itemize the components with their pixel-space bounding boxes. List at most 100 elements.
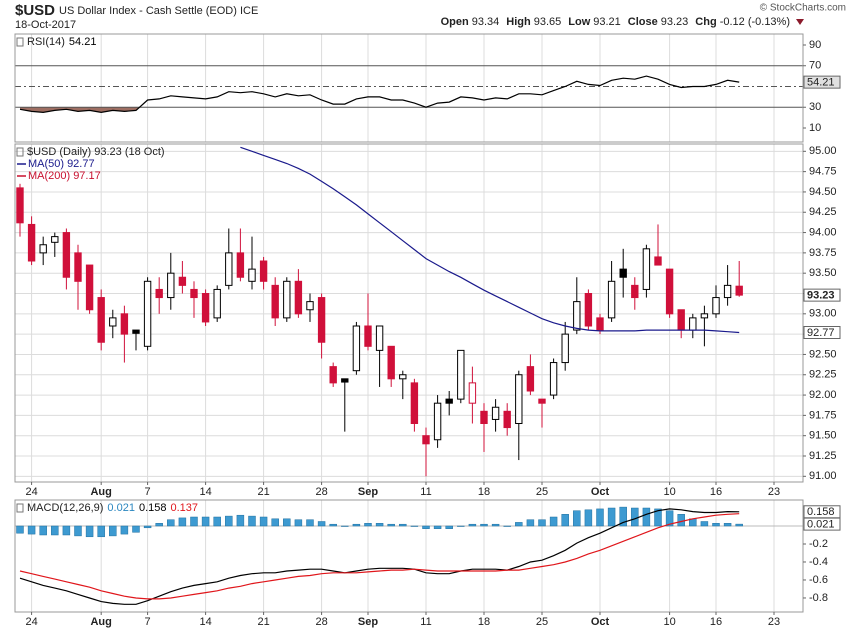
candle-body (480, 410, 488, 424)
histogram-bar (654, 508, 662, 527)
x-tick-label: 14 (199, 616, 211, 628)
x-tick-label: 23 (768, 616, 780, 628)
candle-body (201, 293, 210, 323)
histogram-bar (445, 525, 453, 529)
legend-value: 0.021 (107, 502, 135, 514)
candle-body (167, 272, 175, 299)
y-tick-label: 94.25 (809, 206, 837, 218)
x-tick-label: 7 (145, 616, 151, 628)
y-tick-label: 92.00 (809, 389, 837, 401)
histogram-bar (213, 516, 221, 527)
candle-body (236, 252, 245, 278)
candle-body (74, 252, 82, 282)
y-tick-label: 91.50 (809, 430, 837, 442)
candle-body (515, 374, 523, 424)
legend-value: 0.158 (139, 502, 167, 514)
legend-value: 97.17 (73, 170, 101, 182)
x-tick-label: 18 (478, 616, 490, 628)
candle-body (561, 333, 569, 364)
x-tick-label: 7 (145, 486, 151, 498)
histogram-bar (607, 507, 616, 527)
histogram-bar (480, 523, 488, 527)
histogram-bar (294, 519, 303, 527)
candle-body (294, 280, 303, 315)
histogram-bar (155, 523, 163, 527)
x-tick-label: 25 (536, 486, 548, 498)
value-badge-label: 92.77 (807, 327, 835, 339)
legend-value: 0.137 (170, 502, 198, 514)
series-line (19, 508, 740, 605)
x-tick-label: Aug (90, 486, 111, 498)
histogram-bar (51, 525, 59, 536)
date: 18-Oct-2017 (15, 19, 76, 31)
candle-body (51, 236, 59, 243)
source: © StockCharts.com (760, 3, 846, 14)
candle-body (549, 362, 558, 396)
candle-body (306, 301, 314, 311)
value-badge (803, 505, 841, 519)
quote-label: Low (568, 16, 590, 28)
panel (15, 500, 803, 612)
histogram-bar (85, 525, 94, 538)
candle-body (85, 264, 94, 311)
quote: Open 93.34 High 93.65 Low 93.21 Close 93.23 Chg -… (441, 16, 790, 28)
candle-body (120, 313, 129, 335)
quote-value: -0.12 (-0.13%) (720, 16, 790, 28)
histogram-bar (631, 507, 639, 527)
candle-body (457, 349, 465, 400)
candle-body (468, 382, 477, 404)
histogram-bar (109, 525, 117, 537)
value-badge (803, 326, 841, 339)
candle-body (422, 435, 430, 445)
quote-label: Open (441, 16, 469, 28)
histogram-bar (27, 525, 36, 535)
histogram-bar (329, 523, 337, 527)
candle-body (654, 256, 662, 266)
symbol-line: $USD US Dollar Index - Cash Settle (EOD) … (15, 2, 258, 19)
legend-icon (16, 503, 24, 513)
panel (15, 144, 803, 482)
candle-body (503, 410, 511, 429)
histogram-bar (236, 514, 245, 527)
quote-value: 93.65 (534, 16, 562, 28)
legend: MA(50) 92.77 (28, 158, 95, 170)
candle-body (213, 288, 221, 319)
x-tick-label: 11 (420, 486, 431, 498)
candle-body (259, 260, 268, 282)
candle-body (27, 223, 36, 262)
histogram-bar (39, 525, 47, 536)
histogram-bar (167, 519, 175, 527)
histogram-bar (201, 516, 210, 527)
histogram-bar (491, 523, 500, 527)
panel (15, 34, 803, 142)
histogram-bar (143, 525, 152, 529)
candle-body (375, 325, 384, 351)
candle-body (677, 309, 685, 331)
candle-body (399, 374, 407, 380)
histogram-bar (573, 510, 581, 527)
oversold-fill (19, 107, 740, 113)
histogram-bar (468, 523, 477, 527)
y-tick-label: 30 (809, 101, 821, 113)
x-tick-label: 28 (315, 616, 327, 628)
candle-body (723, 284, 732, 299)
legend-icon (16, 37, 24, 47)
candle-body (178, 276, 187, 286)
histogram-bar (712, 523, 720, 527)
histogram-bar (178, 517, 187, 527)
quote-label: Close (628, 16, 658, 28)
x-tick-label: 21 (257, 486, 269, 498)
candle-body (109, 317, 117, 327)
y-tick-label: 92.50 (809, 348, 837, 360)
histogram-bar (735, 523, 743, 527)
x-tick-label: Aug (90, 616, 111, 628)
histogram-bar (422, 525, 430, 529)
candle-body (607, 280, 616, 319)
series-line (19, 513, 740, 600)
quote-label: High (506, 16, 531, 28)
x-tick-label: 16 (710, 616, 722, 628)
histogram-bar (515, 522, 523, 527)
x-tick-label: Oct (591, 616, 610, 628)
histogram-bar (723, 523, 732, 527)
histogram-bar (503, 525, 511, 527)
